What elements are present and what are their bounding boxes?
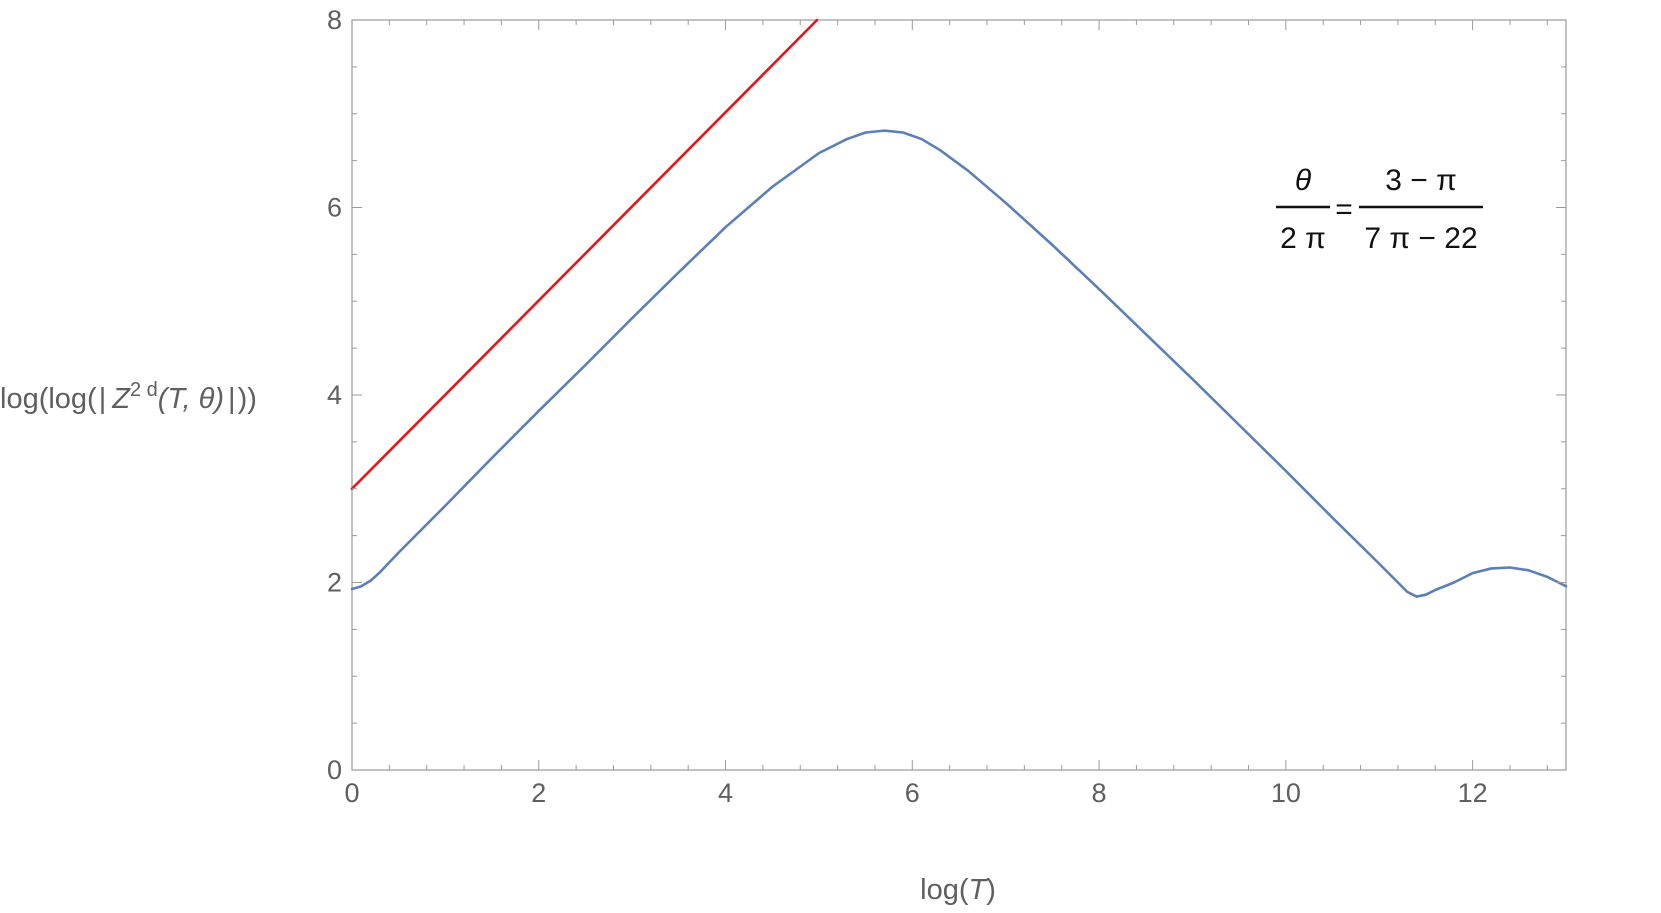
plot-frame-rect [351, 19, 1567, 771]
x-tick-label: 2 [531, 778, 546, 808]
y-tick-label: 6 [327, 193, 342, 223]
tick-layer: 0 2 4 6 8 10 12 0 2 4 6 8 [327, 5, 1566, 808]
x-tick-label: 10 [1271, 778, 1301, 808]
formula-lhs-denominator: 2 π [1280, 222, 1326, 255]
formula-rhs-numerator: 3 − π [1385, 164, 1457, 197]
formula-lhs-numerator: θ [1295, 164, 1312, 197]
x-tick-label: 4 [718, 778, 733, 808]
formula-annotation: θ 2 π = 3 − π 7 π − 22 [1276, 164, 1483, 255]
x-tick-label: 8 [1092, 778, 1107, 808]
blue-curve [350, 129, 1568, 598]
formula-rhs-denominator: 7 π − 22 [1364, 222, 1477, 255]
y-tick-label: 4 [327, 380, 342, 410]
y-tick-label: 8 [327, 5, 342, 35]
series-layer [350, 18, 1568, 598]
x-tick-label: 6 [905, 778, 920, 808]
x-tick-label: 0 [344, 778, 359, 808]
y-tick-label: 0 [327, 755, 342, 785]
formula-equals: = [1335, 193, 1353, 226]
y-tick-label: 2 [327, 568, 342, 598]
x-axis-title: log(T) [920, 874, 996, 906]
x-tick-label: 12 [1458, 778, 1488, 808]
y-axis-title: log(log(| Z2 d(T, θ) |)) [0, 379, 257, 415]
red-reference-line [350, 18, 819, 491]
plot-frame [351, 19, 1567, 771]
